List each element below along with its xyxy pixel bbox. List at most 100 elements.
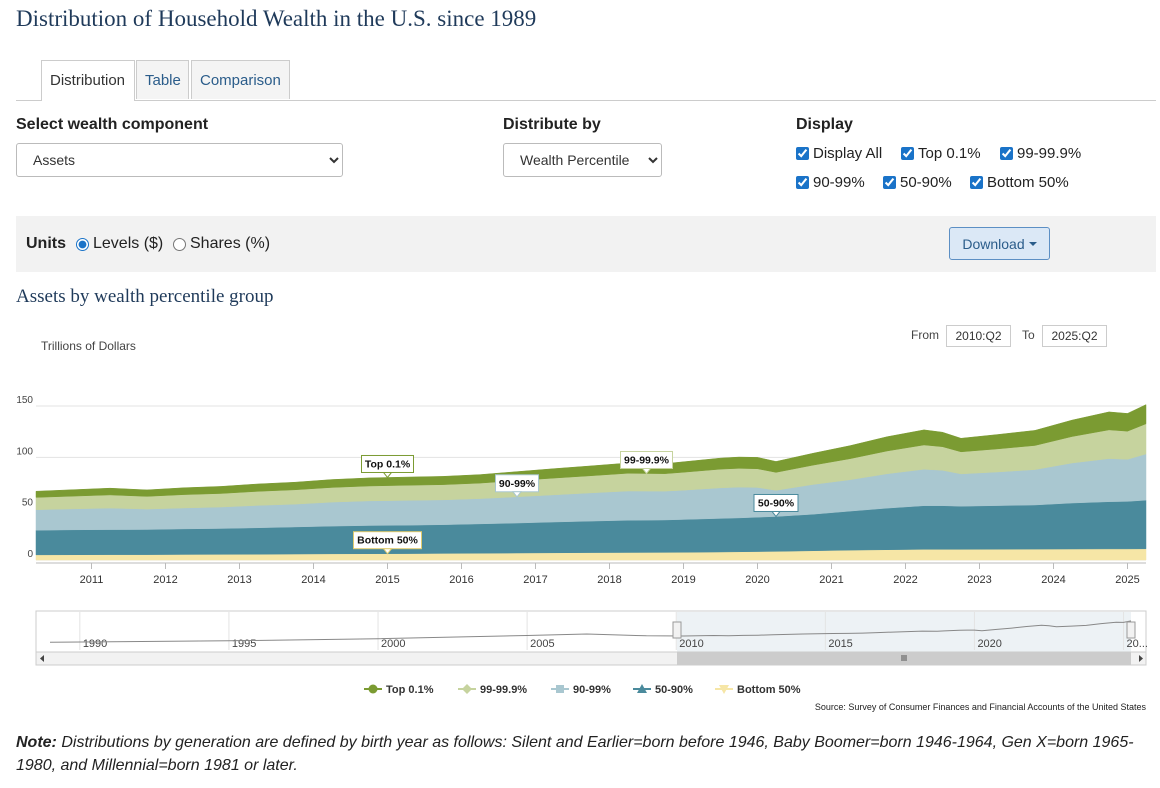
navigator-tick-label: 1995 (232, 638, 256, 650)
x-tick-label: 2016 (449, 574, 473, 586)
scroll-left-icon[interactable] (40, 655, 44, 662)
grip-icon (901, 655, 907, 661)
navigator-tick-label: 20... (1127, 638, 1148, 650)
tab-bar: Distribution Table Comparison (16, 60, 1156, 101)
p90-label: 90-99% (813, 174, 865, 191)
shares-label: Shares (%) (190, 235, 271, 252)
x-tick-label: 2012 (153, 574, 177, 586)
p50-label: 50-90% (900, 174, 952, 191)
annotation-label: 50-90% (753, 493, 799, 518)
legend-diamond-icon (462, 684, 472, 694)
y-tick-label: 50 (22, 498, 34, 509)
annotation-text: Bottom 50% (357, 535, 418, 547)
top01-label: Top 0.1% (918, 145, 981, 162)
legend-item[interactable]: Bottom 50% (715, 684, 801, 696)
component-label: Select wealth component (16, 116, 209, 133)
range-from-label: From (911, 328, 939, 342)
p90-checkbox[interactable]: 90-99% (796, 174, 865, 191)
annotation-pointer (511, 491, 523, 498)
range-to-label: To (1022, 328, 1035, 342)
x-tick-label: 2019 (671, 574, 695, 586)
x-tick-label: 2021 (819, 574, 843, 586)
caret-down-icon (1028, 241, 1037, 246)
legend-triangle-down-icon (719, 685, 729, 694)
top01-check-icon[interactable] (901, 147, 914, 160)
tab-comparison[interactable]: Comparison (191, 60, 290, 99)
display-all-check-icon[interactable] (796, 147, 809, 160)
legend-label: Bottom 50% (737, 684, 801, 696)
bottom50-label: Bottom 50% (987, 174, 1069, 191)
navigator-tick-label: 2000 (381, 638, 405, 650)
y-tick-label: 0 (27, 549, 33, 560)
x-tick-label: 2015 (375, 574, 399, 586)
navigator-series-line (49, 620, 1132, 643)
display-all-label: Display All (813, 145, 883, 162)
annotation-pointer (382, 548, 393, 555)
shares-radio[interactable]: Shares (%) (173, 235, 270, 253)
navigator-tick-label: 2020 (977, 638, 1001, 650)
p90-check-icon[interactable] (796, 176, 809, 189)
area-chart: 0 50 100 150 2011 2012 2013 2014 2015 2016 2017 20… (16, 395, 1148, 696)
source-credit: Source: Survey of Consumer Finances and … (814, 702, 1146, 712)
scroll-right-icon[interactable] (1139, 655, 1143, 662)
annotation-text: 50-90% (758, 497, 795, 509)
legend-label: 99-99.9% (480, 684, 527, 696)
p99-check-icon[interactable] (1000, 147, 1013, 160)
annotation-text: 99-99.9% (624, 454, 670, 466)
range-to-input[interactable]: 2025:Q2 (1042, 325, 1107, 347)
annotation-text: 90-99% (499, 478, 536, 490)
annotation-pointer (382, 471, 393, 479)
area-top01 (35, 404, 1147, 498)
navigator-tick-label: 1990 (83, 638, 107, 650)
units-label: Units (26, 235, 66, 252)
shares-radio-icon[interactable] (173, 237, 186, 251)
download-label: Download (962, 235, 1025, 252)
distribute-select[interactable]: Wealth Percentile (503, 143, 662, 177)
chart-title: Assets by wealth percentile group (16, 286, 274, 307)
legend-item[interactable]: 99-99.9% (458, 684, 527, 696)
legend-label: Top 0.1% (386, 684, 434, 696)
top01-checkbox[interactable]: Top 0.1% (901, 145, 981, 162)
component-select[interactable]: Assets (16, 143, 343, 177)
p50-check-icon[interactable] (883, 176, 896, 189)
note-lead: Note: (16, 734, 57, 751)
bottom50-check-icon[interactable] (970, 176, 983, 189)
x-tick-label: 2013 (227, 574, 251, 586)
x-tick-label: 2025 (1115, 574, 1139, 586)
bottom50-checkbox[interactable]: Bottom 50% (970, 174, 1069, 191)
x-tick-label: 2024 (1041, 574, 1065, 586)
levels-radio[interactable]: Levels ($) (76, 235, 163, 253)
download-button[interactable]: Download (949, 227, 1050, 260)
tab-table[interactable]: Table (136, 60, 189, 99)
display-label: Display (796, 116, 853, 133)
x-tick-label: 2023 (967, 574, 991, 586)
note: Note: Distributions by generation are de… (16, 731, 1146, 777)
navigator-handle-right[interactable] (1126, 621, 1136, 639)
range-from-input[interactable]: 2010:Q2 (946, 325, 1011, 347)
annotation-pointer (770, 510, 782, 518)
legend-square-icon (556, 685, 564, 693)
annotation-label: Top 0.1% (361, 454, 414, 479)
p50-checkbox[interactable]: 50-90% (883, 174, 952, 191)
y-axis-title: Trillions of Dollars (41, 339, 136, 353)
p99-checkbox[interactable]: 99-99.9% (1000, 145, 1081, 162)
navigator[interactable]: 1990 1995 2000 2005 2010 2015 2020 20... (35, 610, 1148, 666)
legend-circle-icon (368, 684, 378, 694)
legend-item[interactable]: 50-90% (633, 684, 693, 696)
page-title: Distribution of Household Wealth in the … (16, 6, 537, 31)
x-tick-label: 2018 (597, 574, 621, 586)
navigator-tick-label: 2010 (679, 638, 703, 650)
x-tick-label: 2014 (301, 574, 325, 586)
legend-item[interactable]: 90-99% (551, 684, 611, 696)
navigator-handle-left[interactable] (672, 621, 682, 639)
navigator-tick-label: 2005 (530, 638, 554, 650)
legend-label: 90-99% (573, 684, 611, 696)
x-tick-label: 2011 (80, 574, 104, 586)
tab-distribution[interactable]: Distribution (41, 60, 135, 101)
navigator-tick-label: 2015 (828, 638, 852, 650)
distribute-label: Distribute by (503, 116, 601, 133)
levels-radio-icon[interactable] (76, 237, 89, 251)
x-tick-label: 2020 (745, 574, 769, 586)
legend-item[interactable]: Top 0.1% (364, 684, 434, 696)
display-all-checkbox[interactable]: Display All (796, 145, 882, 162)
